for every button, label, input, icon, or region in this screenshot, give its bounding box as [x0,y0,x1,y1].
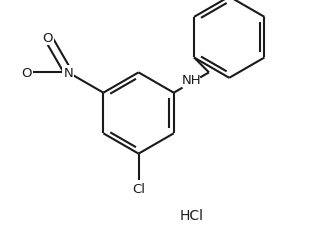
Text: O: O [21,67,32,79]
Text: HCl: HCl [180,208,204,222]
Text: N: N [63,67,73,79]
Text: Cl: Cl [132,182,145,195]
Text: NH: NH [181,74,201,86]
Text: O: O [43,32,53,44]
